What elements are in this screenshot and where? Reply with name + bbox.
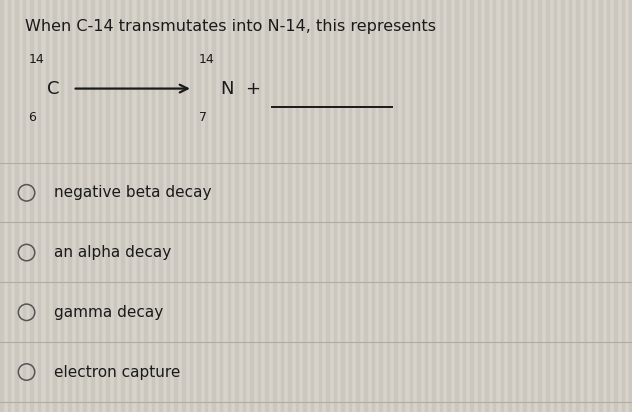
Text: 14: 14 — [199, 53, 215, 66]
Bar — [91, 0, 94, 412]
Bar — [61, 0, 63, 412]
Bar — [576, 0, 579, 412]
Bar — [629, 0, 632, 412]
Bar — [508, 0, 511, 412]
Bar — [121, 0, 124, 412]
Bar — [53, 0, 56, 412]
Bar — [523, 0, 526, 412]
Bar — [265, 0, 268, 412]
Bar — [584, 0, 586, 412]
Bar — [114, 0, 116, 412]
Bar — [569, 0, 571, 412]
Bar — [501, 0, 503, 412]
Bar — [174, 0, 177, 412]
Bar — [554, 0, 556, 412]
Bar — [129, 0, 131, 412]
Bar — [30, 0, 33, 412]
Bar — [470, 0, 473, 412]
Bar — [326, 0, 329, 412]
Bar — [463, 0, 465, 412]
Bar — [144, 0, 147, 412]
Bar — [243, 0, 245, 412]
Text: an alpha decay: an alpha decay — [54, 245, 171, 260]
Bar — [8, 0, 10, 412]
Text: gamma decay: gamma decay — [54, 305, 163, 320]
Bar — [349, 0, 351, 412]
Bar — [546, 0, 549, 412]
Text: 7: 7 — [199, 111, 207, 124]
Bar — [622, 0, 624, 412]
Bar — [410, 0, 412, 412]
Bar — [417, 0, 420, 412]
Bar — [68, 0, 71, 412]
Bar — [447, 0, 450, 412]
Bar — [516, 0, 518, 412]
Bar — [478, 0, 480, 412]
Text: electron capture: electron capture — [54, 365, 180, 379]
Text: 6: 6 — [28, 111, 36, 124]
Bar — [485, 0, 488, 412]
Bar — [99, 0, 101, 412]
Text: +: + — [245, 80, 260, 98]
Bar — [356, 0, 359, 412]
Text: negative beta decay: negative beta decay — [54, 185, 211, 200]
Bar — [440, 0, 442, 412]
Text: When C-14 transmutates into N-14, this represents: When C-14 transmutates into N-14, this r… — [25, 19, 436, 33]
Bar — [0, 0, 3, 412]
Bar — [394, 0, 397, 412]
Bar — [334, 0, 336, 412]
Bar — [319, 0, 321, 412]
Bar — [235, 0, 238, 412]
Bar — [190, 0, 192, 412]
Bar — [212, 0, 215, 412]
Bar — [288, 0, 291, 412]
Bar — [531, 0, 533, 412]
Bar — [402, 0, 404, 412]
Bar — [46, 0, 48, 412]
Text: N: N — [220, 80, 233, 98]
Bar — [167, 0, 169, 412]
Bar — [379, 0, 382, 412]
Bar — [152, 0, 154, 412]
Bar — [592, 0, 594, 412]
Bar — [561, 0, 564, 412]
Bar — [372, 0, 374, 412]
Text: C: C — [47, 80, 60, 98]
Bar — [220, 0, 222, 412]
Bar — [83, 0, 86, 412]
Bar — [341, 0, 344, 412]
Bar — [364, 0, 367, 412]
Bar — [303, 0, 306, 412]
Bar — [614, 0, 617, 412]
Bar — [228, 0, 230, 412]
Bar — [15, 0, 18, 412]
Bar — [425, 0, 427, 412]
Bar — [205, 0, 207, 412]
Bar — [387, 0, 389, 412]
Bar — [250, 0, 253, 412]
Bar — [182, 0, 185, 412]
Bar — [258, 0, 260, 412]
Bar — [538, 0, 541, 412]
Bar — [23, 0, 25, 412]
Bar — [599, 0, 602, 412]
Bar — [38, 0, 40, 412]
Bar — [281, 0, 283, 412]
Text: 14: 14 — [28, 53, 44, 66]
Bar — [106, 0, 109, 412]
Bar — [76, 0, 78, 412]
Bar — [159, 0, 162, 412]
Bar — [197, 0, 200, 412]
Bar — [311, 0, 313, 412]
Bar — [296, 0, 298, 412]
Bar — [137, 0, 139, 412]
Bar — [493, 0, 495, 412]
Bar — [455, 0, 458, 412]
Bar — [607, 0, 609, 412]
Bar — [273, 0, 276, 412]
Bar — [432, 0, 435, 412]
